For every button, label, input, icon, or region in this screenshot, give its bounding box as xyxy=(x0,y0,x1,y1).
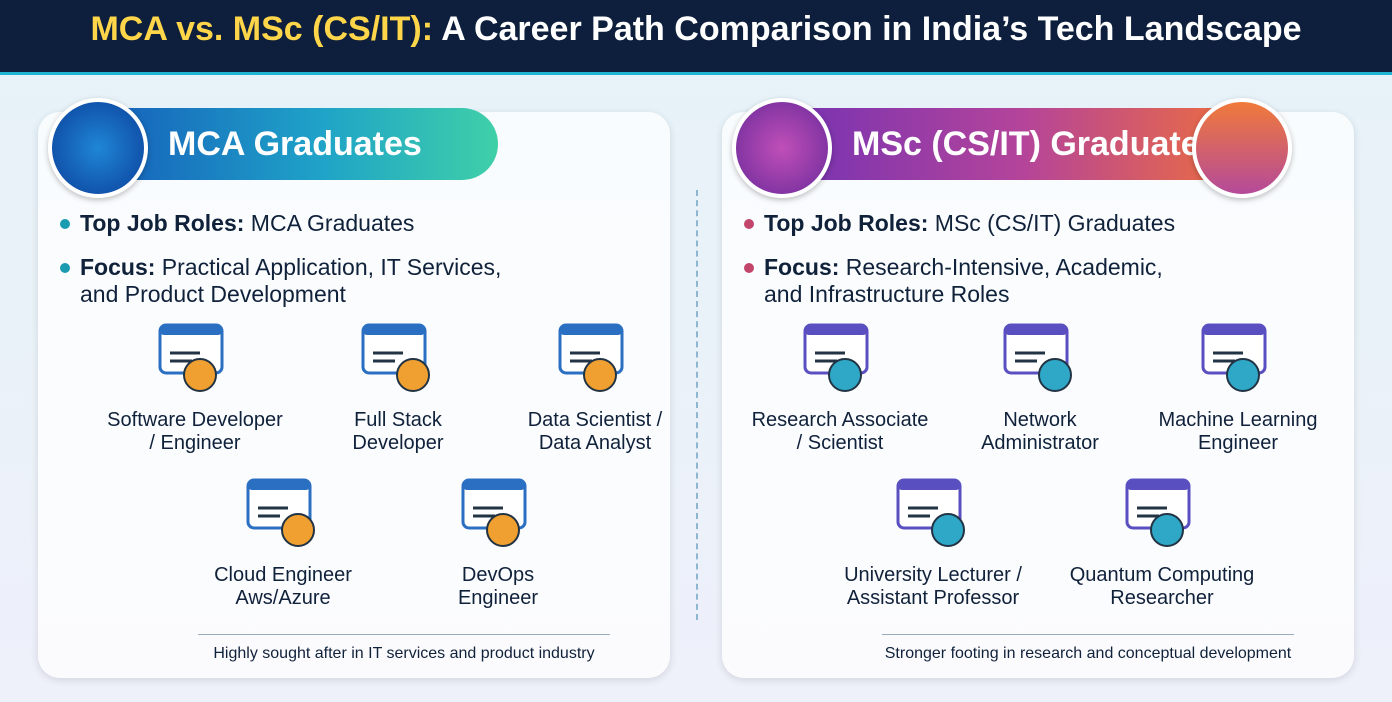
role: Full Stack Developer xyxy=(288,317,508,455)
role-name: Aws/Azure xyxy=(235,587,331,609)
bullet: Top Job Roles: MSc (CS/IT) Graduates xyxy=(744,210,1175,237)
role-name: Network xyxy=(1003,409,1077,431)
role: Data Scientist / Data Analyst xyxy=(485,317,705,455)
role-icon xyxy=(1125,478,1191,547)
role-name: Cloud Engineer xyxy=(214,564,352,586)
role: DevOps Engineer xyxy=(388,472,608,610)
header: MCA vs. MSc (CS/IT): A Career Path Compa… xyxy=(0,0,1392,75)
role-name: Machine Learning xyxy=(1158,409,1318,431)
bullet-label: Top Job Roles: xyxy=(764,210,929,236)
role-icon xyxy=(361,323,430,392)
panel-footer: Stronger footing in research and concept… xyxy=(884,645,1292,662)
role-icon xyxy=(896,478,965,547)
role-name: / Scientist xyxy=(796,432,884,454)
role-name: Assistant Professor xyxy=(846,587,1020,609)
role-icon xyxy=(558,323,624,392)
role-name: Administrator xyxy=(981,432,1099,454)
heading-badge xyxy=(48,98,148,198)
role: Research Associate / Scientist xyxy=(730,317,950,455)
bullet: Focus: Research-Intensive, Academic, and … xyxy=(744,254,1163,308)
role-name: Quantum Computing xyxy=(1069,564,1255,586)
heading-badge xyxy=(732,98,832,198)
title-highlight: MCA vs. MSc (CS/IT): xyxy=(90,10,434,48)
role-name: Engineer xyxy=(1197,432,1279,454)
title: A Career Path Comparison in India’s Tech… xyxy=(441,10,1302,48)
role-name: Developer xyxy=(352,432,444,454)
panel: MCA Graduates Top Job Roles: MCA Graduate… xyxy=(38,98,670,678)
role-name: Data Scientist / xyxy=(527,409,663,431)
heading-badge xyxy=(1192,98,1292,198)
bullet: Top Job Roles: MCA Graduates xyxy=(60,210,414,237)
role: Software Developer / Engineer xyxy=(85,317,305,455)
role-name: Data Analyst xyxy=(538,432,652,454)
footer-box: Stronger footing in research and concept… xyxy=(882,634,1294,663)
role-icon xyxy=(1003,323,1072,392)
panel: MSc (CS/IT) Graduates Top Job Roles: MSc … xyxy=(722,98,1354,678)
bullet-text: Practical Application, IT Services, xyxy=(161,254,502,280)
bullet-label: Focus: xyxy=(764,254,840,280)
role: Network Administrator xyxy=(930,317,1150,455)
role-icon xyxy=(803,323,869,392)
footer-box: Highly sought after in IT services and p… xyxy=(198,634,610,663)
bullet-text: and Product Development xyxy=(80,281,346,307)
role-name: Engineer xyxy=(457,587,539,609)
role: University Lecturer / Assistant Professor xyxy=(823,472,1043,610)
bullet-text: and Infrastructure Roles xyxy=(764,281,1010,307)
role: Quantum Computing Researcher xyxy=(1052,472,1272,610)
role-icon xyxy=(246,478,315,547)
role-icon xyxy=(158,323,224,392)
panel-footer: Highly sought after in IT services and p… xyxy=(213,645,595,662)
role: Machine Learning Engineer xyxy=(1128,317,1348,455)
panel-heading: MCA Graduates xyxy=(168,125,422,163)
bullet-label: Top Job Roles: xyxy=(80,210,245,236)
role: Cloud Engineer Aws/Azure xyxy=(173,472,393,610)
role-name: University Lecturer / xyxy=(844,564,1022,586)
bullet-label: Focus: xyxy=(80,254,156,280)
bullet-text: Research-Intensive, Academic, xyxy=(845,254,1163,280)
panel-heading: MSc (CS/IT) Graduates xyxy=(852,125,1219,163)
role-icon xyxy=(1201,323,1267,392)
role-name: Researcher xyxy=(1110,587,1214,609)
role-name: / Engineer xyxy=(149,432,241,454)
role-name: Research Associate xyxy=(751,409,929,431)
role-name: DevOps xyxy=(461,564,535,586)
divider xyxy=(696,190,698,620)
bullet-text: MCA Graduates xyxy=(250,210,415,236)
role-icon xyxy=(461,478,527,547)
role-name: Full Stack xyxy=(354,409,442,431)
bullet: Focus: Practical Application, IT Service… xyxy=(60,254,501,308)
bullet-text: MSc (CS/IT) Graduates xyxy=(934,210,1176,236)
role-name: Software Developer xyxy=(107,409,283,431)
